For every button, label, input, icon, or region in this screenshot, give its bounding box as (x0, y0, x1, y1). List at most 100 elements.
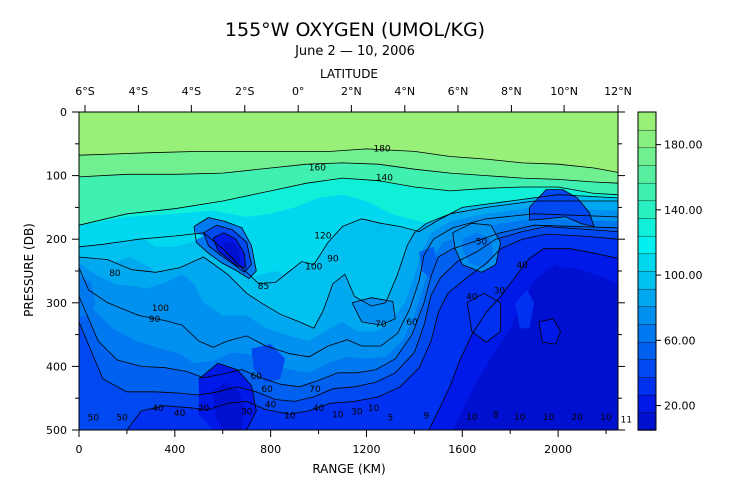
contour-line-1 (79, 162, 618, 184)
y-tick-label: 500 (46, 424, 67, 437)
colorbar-swatch (637, 235, 657, 255)
colorbar-swatch (637, 200, 657, 219)
contour-line-12 (203, 224, 252, 273)
bottom-contour-label-1: 50 (116, 413, 128, 423)
colorbar: 20.00 60.00 100.00 140.00 180.00 (637, 111, 703, 431)
contour-line-17 (198, 362, 257, 430)
contour-label-9: 90 (149, 315, 161, 325)
y-tick-label: 100 (46, 170, 67, 183)
contour-label-8: 100 (152, 304, 169, 314)
bottom-contour-label-9: 10 (332, 410, 344, 420)
top-axis-label: LATITUDE (320, 67, 378, 81)
x-tick-label: 800 (260, 443, 281, 456)
colorbar-tick-label: 100.00 (664, 269, 703, 282)
bottom-contour-label-17: 10 (543, 413, 555, 423)
contour-label-7: 85 (258, 282, 269, 292)
lat-tick-label: 12°N (604, 85, 632, 98)
lat-tick-label: 6°S (75, 85, 94, 98)
x-axis-label: RANGE (KM) (312, 462, 385, 476)
contour-region-33 (213, 382, 245, 430)
contour-line-13 (212, 232, 246, 269)
contour-line-2 (79, 177, 618, 226)
contour-line-8 (126, 233, 618, 430)
contour-label-14: 40 (466, 293, 478, 303)
colorbar-swatch (637, 412, 657, 431)
contour-region-15 (452, 267, 618, 430)
colorbar-tick-label: 60.00 (664, 334, 696, 347)
contour-label-6: 80 (109, 269, 121, 279)
contour-line-10 (529, 189, 595, 228)
bottom-contour-label-14: 10 (466, 413, 478, 423)
colorbar-tick-label: 180.00 (664, 139, 703, 152)
colorbar-swatch (637, 182, 657, 202)
lat-tick-label: 10°N (550, 85, 578, 98)
y-axis-label: PRESSURE (DB) (22, 223, 36, 317)
colorbar-swatch (637, 253, 657, 272)
colorbar-swatch (637, 376, 657, 396)
contour-region-0 (79, 112, 618, 173)
contour-label-1: 160 (309, 164, 326, 174)
colorbar-swatch (637, 217, 657, 237)
contour-region-25 (253, 271, 300, 311)
contour-region-16 (536, 264, 578, 336)
contour-label-18: 70 (309, 385, 321, 395)
contour-line-9 (428, 248, 618, 430)
contour-region-21 (222, 241, 241, 264)
contour-label-5: 90 (327, 254, 339, 264)
colorbar-tick-label: 140.00 (664, 204, 703, 217)
colorbar-swatch (637, 270, 657, 290)
bottom-contour-label-2: 40 (152, 404, 164, 414)
chart-title: 155°W OXYGEN (UMOL/KG) (225, 19, 485, 41)
bottom-contour-label-15: 8 (493, 410, 499, 420)
lat-tick-label: 2°S (235, 85, 254, 98)
contour-label-13: 40 (516, 261, 528, 271)
bottom-contour-label-16: 10 (514, 413, 526, 423)
contour-fill-regions (79, 112, 618, 430)
contour-label-16: 60 (251, 372, 263, 382)
lat-tick-label: 4°N (394, 85, 415, 98)
contour-label-10: 70 (375, 320, 387, 330)
contour-line-0 (79, 148, 618, 173)
x-tick-label: 400 (164, 443, 185, 456)
bottom-contour-label-12: 5 (388, 413, 394, 423)
colorbar-swatch (637, 147, 657, 166)
chart-subtitle: June 2 — 10, 2006 (294, 44, 415, 59)
contour-line-3 (79, 194, 618, 285)
colorbar-frame (637, 111, 657, 431)
bottom-contour-label-0: 50 (88, 413, 100, 423)
bottom-contour-label-13: 9 (423, 412, 429, 422)
lat-tick-label: 8°N (501, 85, 522, 98)
contour-line-4 (79, 200, 618, 329)
lat-tick-label: 4°S (129, 85, 148, 98)
bottom-contour-label-19: 10 (600, 413, 612, 423)
colorbar-swatch (637, 394, 657, 414)
contour-label-4: 100 (305, 263, 322, 273)
colorbar-swatch (637, 341, 657, 361)
contour-region-26 (352, 297, 396, 326)
colorbar-swatch (637, 306, 657, 325)
lat-tick-label: 4°S (182, 85, 201, 98)
lat-tick-label: 0° (292, 85, 305, 98)
colorbar-swatch (637, 129, 657, 149)
contour-label-17: 60 (261, 385, 273, 395)
axis-ticks: 0 400 800 1200 1600 2000 0 100 200 300 400 500 6°S 4°… (46, 85, 632, 456)
contour-region-1 (79, 148, 618, 184)
contour-region-34 (251, 344, 285, 383)
contour-label-19: 11 (621, 415, 632, 425)
contour-line-6 (79, 224, 618, 388)
bottom-contour-label-18: 20 (572, 413, 584, 423)
colorbar-swatch (637, 111, 657, 131)
contour-line-5 (79, 213, 618, 358)
y-tick-label: 200 (46, 233, 67, 246)
contour-lines (79, 148, 618, 430)
bottom-contour-label-7: 10 (284, 412, 296, 422)
contour-label-11: 60 (406, 318, 418, 328)
contour-region-28 (462, 232, 494, 268)
lat-tick-label: 6°N (448, 85, 469, 98)
contour-label-2: 140 (376, 174, 393, 184)
contour-label-12: 50 (476, 237, 488, 247)
colorbar-swatch (637, 359, 657, 378)
contour-label-15: 30 (494, 286, 506, 296)
contour-line-15 (466, 292, 502, 343)
